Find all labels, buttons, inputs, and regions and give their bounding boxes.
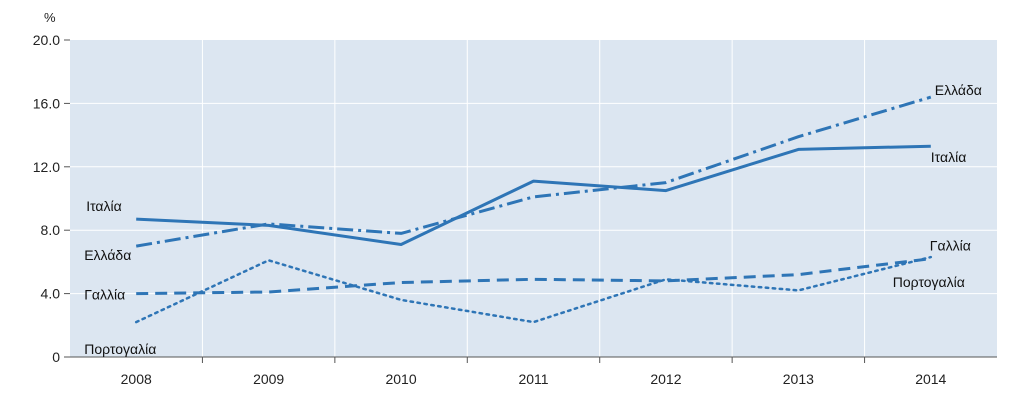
y-tick-label: 16.0: [33, 95, 60, 111]
series-label-end: Ελλάδα: [935, 82, 982, 98]
x-tick-label: 2011: [518, 371, 548, 387]
y-tick-label: 20.0: [33, 32, 60, 48]
x-tick-label: 2012: [650, 371, 681, 387]
y-tick-label: 4.0: [41, 286, 61, 302]
gridlines: [70, 40, 997, 357]
y-axis-unit-label: %: [44, 10, 56, 25]
series-line-1: [136, 144, 931, 246]
series-label-end: Γαλλία: [930, 238, 971, 254]
x-tick-label: 2008: [121, 371, 152, 387]
y-tick-label: 8.0: [41, 222, 61, 238]
y-tick-label: 12.0: [33, 159, 60, 175]
series-label-end: Πορτογαλία: [893, 274, 965, 290]
series-label-start: Πορτογαλία: [84, 341, 156, 357]
series-label-start: Γαλλία: [84, 287, 125, 303]
series-line-4: [134, 255, 933, 324]
x-tick-label: 2014: [915, 371, 946, 387]
series-label-end: Ιταλία: [931, 149, 967, 165]
x-tick-label: 2013: [783, 371, 814, 387]
x-tick-label: 2010: [385, 371, 416, 387]
x-axis-ticks: 2008 2009 2010 2011 2012 2013 2014: [70, 356, 997, 387]
series-line-2: [135, 95, 932, 248]
series-labels: Ιταλία Ιταλία Ελλάδα Ελλάδα Γαλλία Γαλλία Πορτ…: [84, 82, 982, 357]
x-tick-label: 2009: [253, 371, 284, 387]
y-axis-ticks: 0 4.0 8.0 12.0 16.0 20.0: [33, 32, 70, 365]
series-lines: [134, 95, 933, 324]
series-label-start: Ιταλία: [86, 198, 122, 214]
series-label-start: Ελλάδα: [84, 247, 131, 263]
y-tick-label: 0: [52, 349, 60, 365]
plot-area: [70, 40, 997, 357]
